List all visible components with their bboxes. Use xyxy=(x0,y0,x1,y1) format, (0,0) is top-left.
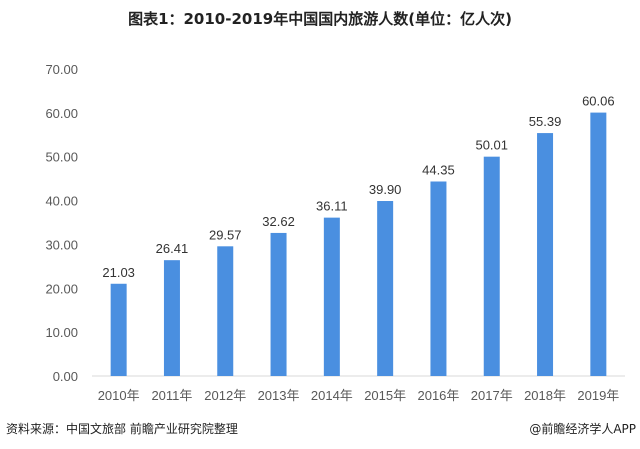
bar xyxy=(590,112,607,377)
x-tick-label: 2010年 xyxy=(98,388,140,403)
x-tick-label: 2017年 xyxy=(471,388,513,403)
bar xyxy=(430,181,447,376)
data-label: 55.39 xyxy=(529,114,562,129)
y-tick-label: 70.00 xyxy=(45,62,78,77)
bar xyxy=(163,260,180,376)
bar xyxy=(217,246,234,376)
source-note: 资料来源：中国文旅部 前瞻产业研究院整理 xyxy=(6,422,238,436)
data-label: 29.57 xyxy=(209,227,242,242)
x-tick-label: 2018年 xyxy=(524,388,566,403)
bar xyxy=(270,232,287,376)
data-label: 60.06 xyxy=(582,94,615,109)
y-tick-label: 30.00 xyxy=(45,237,78,252)
bar xyxy=(483,156,500,376)
credit-note: @前瞻经济学人APP xyxy=(529,422,636,436)
data-label: 50.01 xyxy=(475,138,508,153)
bar xyxy=(110,283,127,376)
x-tick-label: 2013年 xyxy=(258,388,300,403)
y-tick-label: 40.00 xyxy=(45,194,78,209)
chart-title: 图表1：2010-2019年中国国内旅游人数(单位：亿人次) xyxy=(128,10,512,28)
bar xyxy=(537,133,554,376)
x-tick-label: 2011年 xyxy=(151,388,192,403)
x-tick-label: 2014年 xyxy=(311,388,353,403)
y-tick-label: 0.00 xyxy=(53,369,78,384)
data-label: 44.35 xyxy=(422,162,455,177)
data-label: 39.90 xyxy=(369,182,402,197)
y-tick-label: 20.00 xyxy=(45,281,78,296)
x-tick-label: 2015年 xyxy=(364,388,406,403)
x-tick-label: 2016年 xyxy=(417,388,459,403)
data-label: 36.11 xyxy=(316,199,348,214)
x-tick-label: 2012年 xyxy=(204,388,246,403)
data-label: 26.41 xyxy=(156,241,189,256)
x-tick-label: 2019年 xyxy=(577,388,619,403)
y-tick-label: 60.00 xyxy=(45,106,78,121)
bar xyxy=(323,217,340,376)
data-label: 21.03 xyxy=(102,265,135,280)
y-tick-label: 50.00 xyxy=(45,150,78,165)
data-label: 32.62 xyxy=(262,214,295,229)
y-tick-label: 10.00 xyxy=(45,325,78,340)
bar xyxy=(377,201,394,376)
